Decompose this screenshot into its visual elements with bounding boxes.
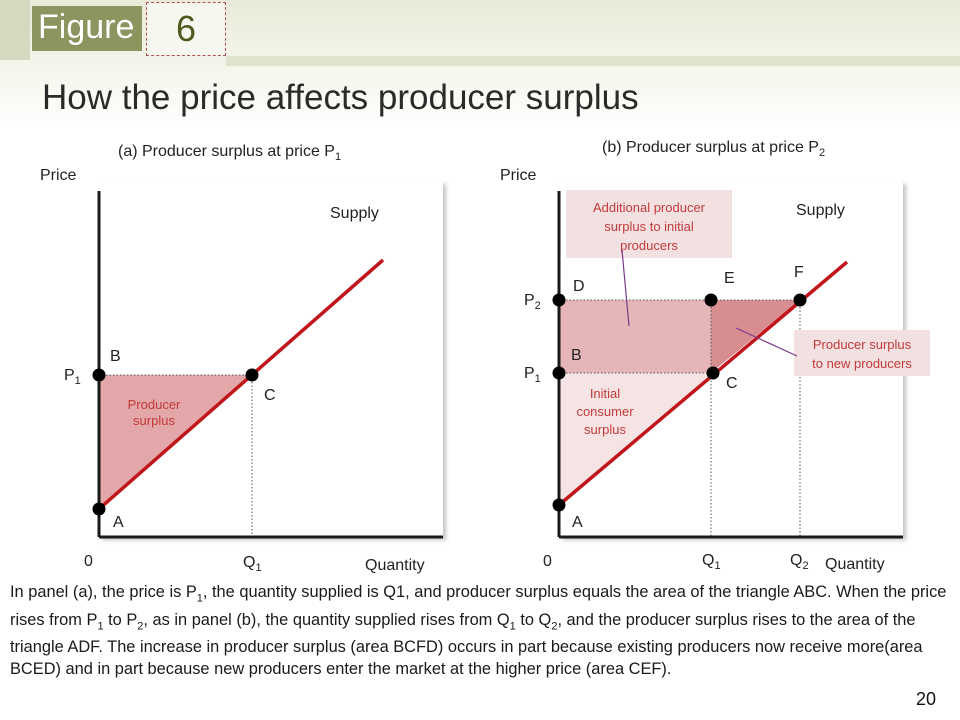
callout-additional-leader bbox=[621, 249, 630, 327]
panel-b-x-axis-label: Quantity bbox=[825, 556, 885, 573]
panel-a-point-b bbox=[92, 368, 106, 382]
callout-additional-line-2: surplus to initial bbox=[604, 219, 694, 234]
panel-a-title: (a) Producer surplus at price P1 bbox=[118, 143, 341, 163]
panel-a-supply-curve bbox=[97, 258, 385, 511]
panel-a-price-label: P1 bbox=[64, 367, 81, 387]
panel-b-point-f bbox=[793, 293, 807, 307]
panel-a-y-axis-label: Price bbox=[40, 167, 77, 184]
callout-additional-line-1: Additional producer bbox=[593, 200, 706, 215]
panel-b-point-c bbox=[706, 366, 720, 380]
panel-a-x-axis-label: Quantity bbox=[365, 557, 425, 574]
panel-b-label-f: F bbox=[794, 264, 804, 281]
panel-b-label-d: D bbox=[573, 278, 585, 295]
panel-a-origin-label: 0 bbox=[84, 553, 93, 570]
callout-new-line-1: Producer surplus bbox=[813, 337, 912, 352]
panel-b-label-c: C bbox=[726, 375, 738, 392]
panel-a-label-a: A bbox=[113, 514, 124, 531]
panel-b-label-e: E bbox=[724, 270, 735, 287]
panel-a-area-label-2: surplus bbox=[133, 413, 175, 428]
panel-b-title: (b) Producer surplus at price P2 bbox=[602, 139, 825, 159]
panel-a-label-c: C bbox=[264, 387, 276, 404]
panel-a-point-c bbox=[245, 368, 259, 382]
panel-a-supply-label: Supply bbox=[330, 205, 379, 222]
panel-b-p1-label: P1 bbox=[524, 365, 541, 385]
header-rule bbox=[226, 56, 960, 66]
header-stripe bbox=[0, 0, 30, 60]
panel-b-p2-label: P2 bbox=[524, 292, 541, 312]
panel-b-additional-surplus-area bbox=[559, 300, 711, 373]
page-title: How the price affects producer surplus bbox=[42, 78, 639, 117]
panel-b-initial-label-1: Initial bbox=[590, 386, 620, 401]
panel-b-q1-label: Q1 bbox=[702, 552, 721, 572]
callout-new-leader bbox=[735, 327, 798, 357]
callout-new-box bbox=[794, 330, 930, 376]
figure-caption: In panel (a), the price is P1, the quant… bbox=[10, 583, 947, 678]
panel-b-label-b: B bbox=[571, 347, 582, 364]
panel-b-initial-label-2: consumer bbox=[576, 404, 634, 419]
figure-word: Figure bbox=[32, 6, 143, 51]
figure-number: 6 bbox=[146, 2, 226, 56]
panel-b-label-a: A bbox=[572, 514, 583, 531]
panel-b-q2-label: Q2 bbox=[790, 552, 809, 572]
callout-new-line-2: to new producers bbox=[812, 356, 912, 371]
panel-a-label-b: B bbox=[110, 348, 121, 365]
panel-a-area-label-1: Producer bbox=[128, 397, 181, 412]
page-number: 20 bbox=[916, 689, 937, 709]
panel-b-y-axis-label: Price bbox=[500, 167, 537, 184]
panel-b-point-d bbox=[552, 293, 566, 307]
panel-a-point-a bbox=[92, 502, 106, 516]
panel-b-origin-label: 0 bbox=[543, 553, 552, 570]
panel-b-point-a bbox=[552, 498, 566, 512]
panel-b-supply-label: Supply bbox=[796, 202, 845, 219]
panel-b-point-b bbox=[552, 366, 566, 380]
callout-additional-box bbox=[566, 190, 732, 258]
panel-b-point-e bbox=[704, 293, 718, 307]
panel-b-initial-label-3: surplus bbox=[584, 422, 626, 437]
panel-a-quantity-label: Q1 bbox=[243, 554, 262, 574]
callout-additional-line-3: producers bbox=[620, 238, 678, 253]
